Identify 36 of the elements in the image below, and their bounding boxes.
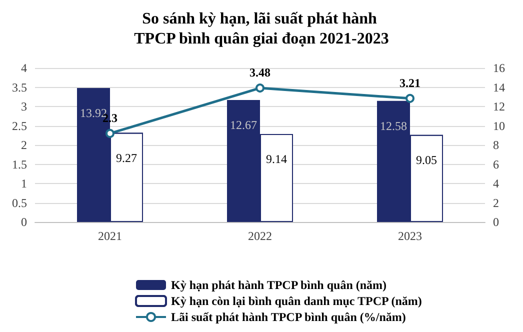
bar: [227, 100, 260, 222]
point: [256, 84, 264, 93]
data-label: 3.21: [400, 76, 420, 90]
x-tick-label: 2021: [98, 229, 122, 243]
y-tick-label: 3: [21, 100, 27, 114]
x-tick-label: 2022: [248, 229, 272, 243]
y2-tick-label: 14: [493, 80, 505, 94]
chart-title: So sánh kỳ hạn, lãi suất phát hành TPCP bình quân giai đoạn 2021-2023: [134, 10, 389, 48]
y-tick-label: 0: [21, 215, 27, 229]
legend-label: Kỳ hạn còn lại bình quân danh mục TPCP (năm): [171, 294, 422, 308]
data-label: 9.05: [416, 152, 437, 167]
point: [406, 94, 414, 103]
y2-tick-label: 2: [493, 196, 499, 210]
y-tick-label: 1: [21, 176, 27, 190]
data-label: 12.67: [230, 118, 257, 132]
y-tick-label: 0.5: [12, 196, 27, 210]
y-tick-label: 1.5: [12, 157, 27, 172]
y-tick-label: 3.5: [12, 80, 27, 94]
data-label: 9.27: [116, 150, 137, 165]
data-label: 9.14: [266, 152, 287, 166]
y-tick-label: 4: [21, 61, 27, 75]
y-tick-label: 2.5: [12, 118, 27, 133]
y-tick-label: 2: [21, 138, 27, 152]
data-label: 12.58: [380, 118, 407, 133]
data-label: 3.48: [250, 66, 270, 80]
x-tick-label: 2023: [398, 229, 422, 243]
legend-label: Kỳ hạn phát hành TPCP bình quân (năm): [171, 278, 387, 292]
y2-tick-label: 10: [493, 118, 505, 133]
point: [106, 128, 114, 138]
y2-tick-label: 16: [493, 61, 505, 75]
y2-tick-label: 6: [493, 157, 499, 172]
y2-tick-label: 12: [493, 100, 505, 114]
legend-label: Lãi suất phát hành TPCP bình quân (%/năm): [171, 310, 406, 324]
y2-tick-label: 8: [493, 138, 499, 152]
y2-tick-label: 0: [493, 215, 499, 229]
y2-tick-label: 4: [493, 176, 499, 190]
